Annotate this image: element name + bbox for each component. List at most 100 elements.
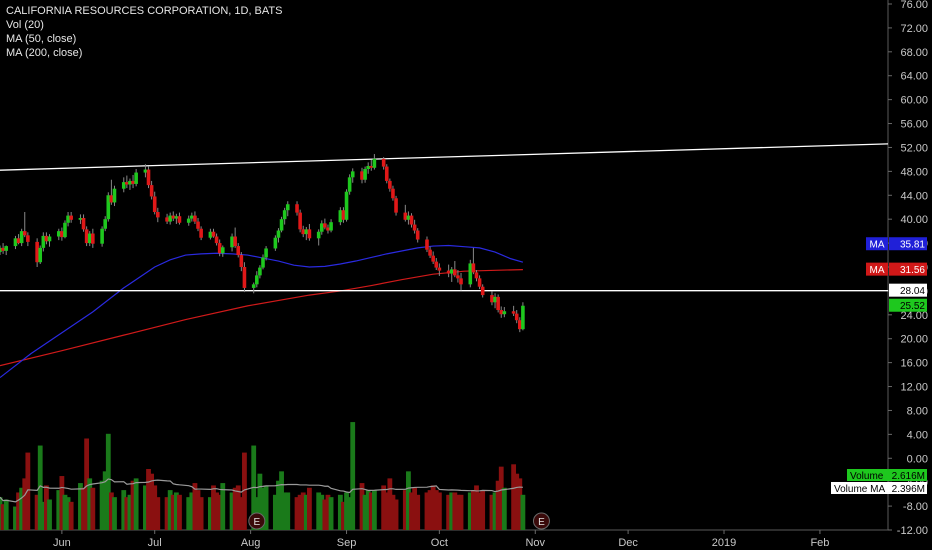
volume-bar xyxy=(3,499,9,530)
volume-bar xyxy=(105,433,111,530)
volume-bar xyxy=(112,497,117,530)
candle-body xyxy=(474,272,479,279)
volume-tag-box xyxy=(847,469,927,481)
volume-bar xyxy=(480,490,486,530)
volume-bar xyxy=(415,494,421,530)
candle-layer xyxy=(0,154,525,333)
volume-bar xyxy=(520,494,526,530)
volume-bar xyxy=(37,445,43,530)
candle-body xyxy=(431,255,435,262)
volume-bar xyxy=(282,492,288,530)
ma200-price-tag-value-box xyxy=(889,262,927,276)
candle-body xyxy=(233,236,237,247)
volume-bar xyxy=(412,487,418,530)
candle-body xyxy=(1,247,5,251)
volume-ma-tag-value: 2.396M xyxy=(892,484,925,495)
volume-tag-value: 2.616M xyxy=(892,471,925,482)
volume-bar xyxy=(177,494,182,530)
support-price-tag-value-box xyxy=(889,283,927,297)
earnings-marker: E xyxy=(532,512,550,530)
volume-bar xyxy=(40,501,46,530)
y-tick-label: 60.00 xyxy=(900,95,928,107)
candle-body xyxy=(236,246,241,256)
candle-body xyxy=(19,231,24,244)
candle-body xyxy=(171,215,176,219)
candle-body xyxy=(78,217,83,220)
candle-body xyxy=(100,228,104,244)
candle-body xyxy=(434,261,439,268)
legend-ma200[interactable]: MA (200, close) xyxy=(6,47,83,59)
volume-bar xyxy=(489,494,495,530)
volume-bar xyxy=(384,492,390,530)
candle-body xyxy=(456,275,460,279)
volume-bar xyxy=(56,490,62,530)
candle-body xyxy=(341,210,346,220)
candle-body xyxy=(66,215,70,223)
volume-bar xyxy=(13,506,18,530)
candle-body xyxy=(152,196,157,213)
price-label-layer: MA 35.81 MA 31.56 28.04 25.52 Volume 2.616M Volu… xyxy=(831,237,927,495)
volume-bar xyxy=(409,492,414,530)
candle-body xyxy=(301,229,306,235)
candle-body xyxy=(282,210,287,220)
candle-body xyxy=(499,310,504,315)
volume-bar xyxy=(207,497,213,530)
candle-body xyxy=(338,210,343,223)
trendline-layer[interactable] xyxy=(0,143,889,292)
volume-bar xyxy=(350,422,356,530)
y-tick-label: 12.00 xyxy=(900,382,928,394)
candle-body xyxy=(131,180,135,184)
legend-ma50[interactable]: MA (50, close) xyxy=(6,33,77,45)
candle-body xyxy=(412,224,417,231)
candle-body xyxy=(4,246,8,251)
last-price-tag-value-box xyxy=(889,298,927,312)
volume-bar xyxy=(474,485,479,530)
y-tick-label: -8.00 xyxy=(903,501,928,513)
last-price-tag-value: 25.52 xyxy=(900,301,925,312)
candle-body xyxy=(199,228,203,238)
volume-bar xyxy=(149,473,155,530)
y-tick-label: 64.00 xyxy=(900,71,928,83)
candle-body xyxy=(63,222,67,238)
volume-bar xyxy=(406,471,411,530)
candle-body xyxy=(428,249,432,256)
volume-bar xyxy=(285,492,291,530)
candle-body xyxy=(251,284,256,288)
candle-body xyxy=(220,247,225,254)
volume-bar xyxy=(25,452,31,530)
volume-bar xyxy=(44,485,49,530)
legend-title: CALIFORNIA RESOURCES CORPORATION, 1D, BA… xyxy=(6,5,283,17)
candle-body xyxy=(273,237,278,249)
volume-bar xyxy=(362,494,368,530)
candle-body xyxy=(258,267,262,276)
x-tick-label: 2019 xyxy=(712,537,736,549)
candle-body xyxy=(381,158,386,167)
candle-body xyxy=(403,212,408,220)
volume-bar xyxy=(164,497,170,530)
candle-body xyxy=(146,169,151,186)
y-tick-label: 48.00 xyxy=(900,166,928,178)
volume-bar xyxy=(514,473,520,530)
candle-body xyxy=(372,158,377,168)
candle-body xyxy=(521,305,525,330)
volume-bar xyxy=(189,492,195,530)
candle-body xyxy=(264,248,268,258)
volume-bar xyxy=(455,494,461,530)
volume-bar xyxy=(121,490,127,530)
candle-body xyxy=(177,216,182,223)
volume-bar xyxy=(307,487,312,530)
candle-body xyxy=(490,295,494,303)
legend-vol[interactable]: Vol (20) xyxy=(6,19,44,31)
candle-body xyxy=(106,195,111,220)
candle-body xyxy=(196,221,200,229)
volume-bar xyxy=(220,483,226,530)
candle-body xyxy=(477,278,482,287)
volume-bar xyxy=(272,494,278,530)
volume-bar xyxy=(341,501,346,530)
candle-body xyxy=(255,275,259,285)
volume-bar xyxy=(108,492,114,530)
volume-bar xyxy=(433,490,439,530)
chart-legend: CALIFORNIA RESOURCES CORPORATION, 1D, BA… xyxy=(6,4,282,60)
